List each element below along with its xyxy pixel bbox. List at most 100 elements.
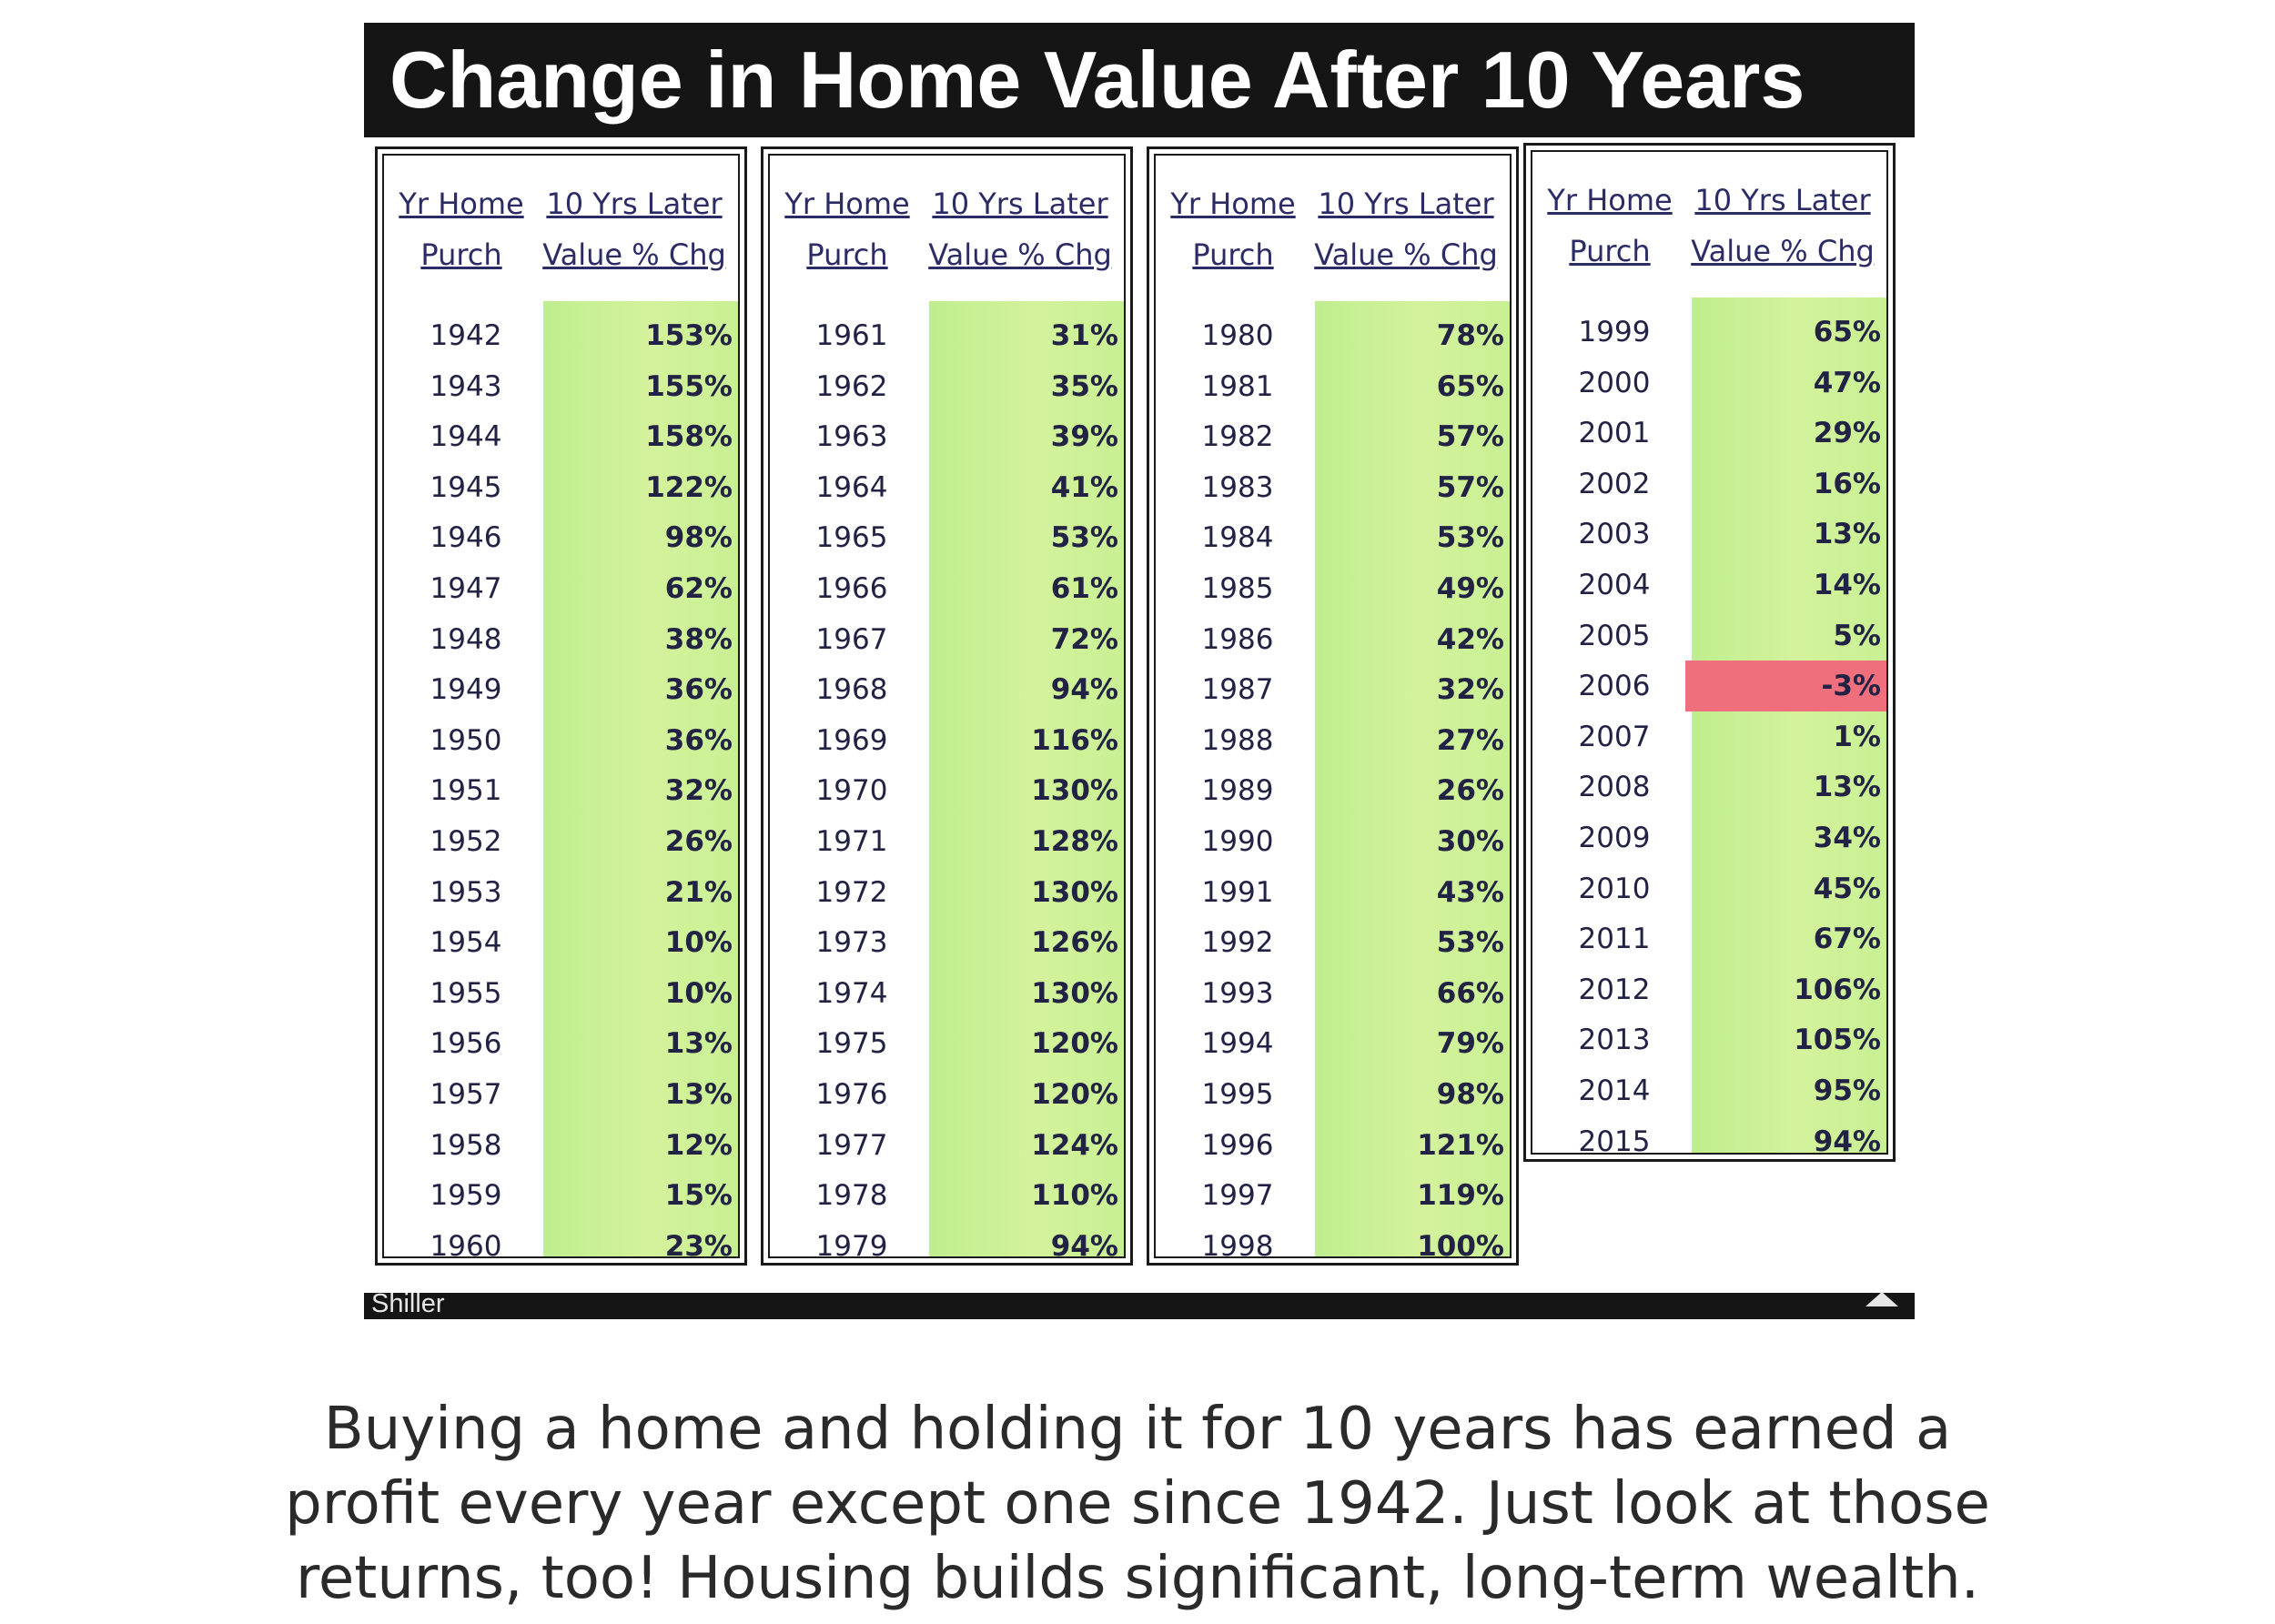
table-row: 1992 53% bbox=[1156, 917, 1510, 968]
table-row: 1966 61% bbox=[770, 563, 1124, 614]
year-cell: 1953 bbox=[430, 875, 502, 909]
value-change-cell: 12% bbox=[664, 1128, 733, 1162]
table-row: 2008 13% bbox=[1532, 762, 1886, 812]
value-change-cell: 5% bbox=[1833, 619, 1881, 652]
table-row: 2014 95% bbox=[1532, 1065, 1886, 1116]
value-change-cell: 16% bbox=[1813, 467, 1881, 500]
table-row: 1945 122% bbox=[384, 462, 738, 513]
header-value-line2: Value % Chg bbox=[542, 237, 726, 272]
header-year-line2: Purch bbox=[420, 237, 502, 272]
header-year-line2: Purch bbox=[1192, 237, 1274, 272]
table-row: 1982 57% bbox=[1156, 411, 1510, 462]
year-cell: 1957 bbox=[430, 1077, 502, 1111]
header-year-line1: Yr Home bbox=[1547, 183, 1673, 217]
year-cell: 1962 bbox=[815, 369, 888, 403]
year-cell: 1974 bbox=[815, 976, 888, 1010]
table-row: 1998 100% bbox=[1156, 1221, 1510, 1272]
value-change-cell: 94% bbox=[1050, 1229, 1118, 1263]
table-row: 1942 153% bbox=[384, 310, 738, 361]
value-change-cell: 53% bbox=[1436, 926, 1504, 960]
year-cell: 1973 bbox=[815, 926, 888, 960]
value-change-cell: 110% bbox=[1031, 1179, 1118, 1213]
table-row: 2012 106% bbox=[1532, 964, 1886, 1015]
table-row: 1974 130% bbox=[770, 968, 1124, 1019]
year-cell: 1967 bbox=[815, 622, 888, 656]
table-row: 1961 31% bbox=[770, 310, 1124, 361]
year-cell: 1972 bbox=[815, 875, 888, 909]
table-row: 2005 5% bbox=[1532, 610, 1886, 661]
value-change-cell: 130% bbox=[1031, 774, 1118, 808]
value-change-cell: 53% bbox=[1050, 521, 1118, 555]
value-change-cell: 66% bbox=[1436, 976, 1504, 1010]
year-cell: 2015 bbox=[1578, 1125, 1651, 1158]
table-row: 1958 12% bbox=[384, 1120, 738, 1171]
table-row: 1994 79% bbox=[1156, 1018, 1510, 1069]
value-change-cell: 79% bbox=[1436, 1027, 1504, 1061]
year-cell: 1988 bbox=[1201, 723, 1274, 757]
year-cell: 2010 bbox=[1578, 872, 1651, 905]
value-change-cell: 43% bbox=[1436, 875, 1504, 909]
table-row: 2007 1% bbox=[1532, 711, 1886, 762]
value-change-cell: 122% bbox=[645, 470, 733, 504]
table-row: 1953 21% bbox=[384, 867, 738, 918]
year-cell: 1982 bbox=[1201, 420, 1274, 454]
year-cell: 1965 bbox=[815, 521, 888, 555]
year-cell: 2012 bbox=[1578, 973, 1651, 1006]
table-row: 1987 32% bbox=[1156, 664, 1510, 715]
year-cell: 1955 bbox=[430, 976, 502, 1010]
value-change-cell: 42% bbox=[1436, 622, 1504, 656]
table-row: 1962 35% bbox=[770, 361, 1124, 412]
value-change-cell: 130% bbox=[1031, 976, 1118, 1010]
value-change-cell: 57% bbox=[1436, 470, 1504, 504]
year-cell: 1980 bbox=[1201, 319, 1274, 352]
year-cell: 1950 bbox=[430, 723, 502, 757]
year-cell: 1998 bbox=[1201, 1229, 1274, 1263]
table-row: 2013 105% bbox=[1532, 1014, 1886, 1065]
value-change-cell: 94% bbox=[1813, 1125, 1881, 1158]
table-row: 1991 43% bbox=[1156, 867, 1510, 918]
value-change-cell: 13% bbox=[1813, 518, 1881, 551]
value-change-cell: 41% bbox=[1050, 470, 1118, 504]
year-cell: 1978 bbox=[815, 1179, 888, 1213]
year-cell: 2006 bbox=[1578, 670, 1651, 703]
table-row: 1947 62% bbox=[384, 563, 738, 614]
table-row: 1963 39% bbox=[770, 411, 1124, 462]
year-cell: 1946 bbox=[430, 521, 502, 555]
value-change-cell: 116% bbox=[1031, 723, 1118, 757]
value-change-cell: 65% bbox=[1436, 369, 1504, 403]
value-change-cell: 126% bbox=[1031, 926, 1118, 960]
value-change-cell: 106% bbox=[1794, 973, 1881, 1006]
table-row: 1950 36% bbox=[384, 715, 738, 766]
value-change-cell: 13% bbox=[664, 1077, 733, 1111]
year-cell: 1969 bbox=[815, 723, 888, 757]
column-header: Yr Home Purch 10 Yrs Later Value % Chg bbox=[1532, 168, 1886, 277]
table-rows: 1980 78% 1981 65% 1982 57% 1983 57% 1984 53% 1985 4… bbox=[1156, 310, 1510, 1271]
value-change-cell: 23% bbox=[664, 1229, 733, 1263]
value-change-cell: 62% bbox=[664, 571, 733, 605]
header-year-line1: Yr Home bbox=[399, 187, 524, 221]
table-row: 1983 57% bbox=[1156, 462, 1510, 513]
table-row: 1995 98% bbox=[1156, 1069, 1510, 1120]
value-change-cell: 34% bbox=[1813, 821, 1881, 854]
value-change-cell: 98% bbox=[664, 521, 733, 555]
table-row: 1965 53% bbox=[770, 512, 1124, 563]
value-change-cell: 95% bbox=[1813, 1074, 1881, 1107]
table-row: 1951 32% bbox=[384, 765, 738, 816]
value-change-cell: 31% bbox=[1050, 319, 1118, 352]
value-change-cell: 10% bbox=[664, 976, 733, 1010]
table-column-2: Yr Home Purch 10 Yrs Later Value % Chg 1961 3… bbox=[761, 146, 1133, 1266]
year-cell: 1961 bbox=[815, 319, 888, 352]
source-label: Shiller bbox=[371, 1289, 445, 1318]
table-row: 1973 126% bbox=[770, 917, 1124, 968]
year-cell: 1981 bbox=[1201, 369, 1274, 403]
year-cell: 1994 bbox=[1201, 1027, 1274, 1061]
negative-cell-highlight bbox=[1685, 661, 1886, 711]
corner-arrow-icon bbox=[1866, 1292, 1898, 1306]
value-change-cell: 98% bbox=[1436, 1077, 1504, 1111]
table-rows: 1999 65% 2000 47% 2001 29% 2002 16% 2003 13% 2004 1… bbox=[1532, 307, 1886, 1166]
year-cell: 1997 bbox=[1201, 1179, 1274, 1213]
value-change-cell: 29% bbox=[1813, 417, 1881, 450]
column-header: Yr Home Purch 10 Yrs Later Value % Chg bbox=[384, 172, 738, 281]
year-cell: 1975 bbox=[815, 1027, 888, 1061]
header-value-line2: Value % Chg bbox=[928, 237, 1112, 272]
